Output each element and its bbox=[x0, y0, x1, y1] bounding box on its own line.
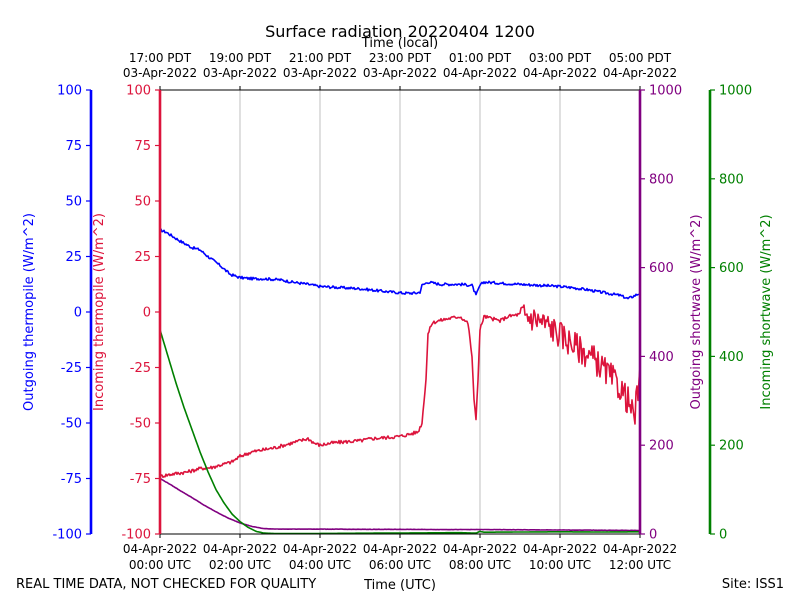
top-tick-time: 05:00 PDT bbox=[609, 51, 672, 65]
top-tick-date: 04-Apr-2022 bbox=[523, 66, 597, 80]
out-sw-tick-label: 1000 bbox=[649, 84, 682, 99]
out-thermo-tick-label: 0 bbox=[74, 306, 82, 321]
out-thermo-tick-label: 75 bbox=[65, 139, 82, 154]
out-thermo-tick-label: -25 bbox=[61, 361, 82, 376]
top-tick-time: 21:00 PDT bbox=[289, 51, 352, 65]
out-thermo-tick-label: 50 bbox=[65, 195, 82, 210]
chart-title: Surface radiation 20220404 1200 bbox=[265, 22, 535, 41]
bottom-tick-time: 10:00 UTC bbox=[529, 558, 591, 572]
incoming-shortwave-line bbox=[159, 329, 640, 535]
quality-disclaimer: REAL TIME DATA, NOT CHECKED FOR QUALITY bbox=[16, 577, 316, 592]
in-thermo-tick-label: -50 bbox=[130, 417, 151, 432]
in-sw-label: Incoming shortwave (W/m^2) bbox=[759, 214, 774, 409]
top-tick-date: 04-Apr-2022 bbox=[603, 66, 677, 80]
in-thermo-label: Incoming thermopile (W/m^2) bbox=[92, 213, 107, 411]
bottom-tick-date: 04-Apr-2022 bbox=[603, 542, 677, 556]
in-sw-tick-label: 600 bbox=[719, 261, 744, 276]
value-axes: -100 -75 -50 -25 0 25 50 75 100 Outgoing thermopi… bbox=[22, 84, 774, 543]
top-tick-time: 23:00 PDT bbox=[369, 51, 432, 65]
out-sw-tick-label: 400 bbox=[649, 350, 674, 365]
in-sw-tick-label: 400 bbox=[719, 350, 744, 365]
bottom-tick-date: 04-Apr-2022 bbox=[523, 542, 597, 556]
in-thermo-tick-label: -75 bbox=[130, 472, 151, 487]
in-sw-tick-label: 800 bbox=[719, 172, 744, 187]
top-tick-date: 03-Apr-2022 bbox=[123, 66, 197, 80]
top-tick-date: 03-Apr-2022 bbox=[363, 66, 437, 80]
bottom-tick-date: 04-Apr-2022 bbox=[203, 542, 277, 556]
vertical-gridlines bbox=[239, 90, 561, 534]
top-tick-date: 03-Apr-2022 bbox=[203, 66, 277, 80]
bottom-tick-time: 02:00 UTC bbox=[209, 558, 271, 572]
bottom-tick-time: 04:00 UTC bbox=[289, 558, 351, 572]
out-thermo-tick-label: 25 bbox=[65, 250, 82, 265]
out-sw-tick-label: 0 bbox=[649, 528, 657, 543]
in-sw-tick-label: 1000 bbox=[719, 84, 752, 99]
top-tick-time: 17:00 PDT bbox=[129, 51, 192, 65]
out-sw-label: Outgoing shortwave (W/m^2) bbox=[689, 214, 704, 409]
time-axes: 04-Apr-2022 00:00 UTC 04-Apr-2022 02:00 UTC… bbox=[123, 51, 677, 572]
out-sw-tick-label: 200 bbox=[649, 439, 674, 454]
bottom-tick-date: 04-Apr-2022 bbox=[363, 542, 437, 556]
top-tick-date: 04-Apr-2022 bbox=[443, 66, 517, 80]
in-thermo-tick-label: 0 bbox=[143, 306, 151, 321]
bottom-axis-label: Time (UTC) bbox=[363, 578, 436, 593]
bottom-tick-time: 12:00 UTC bbox=[609, 558, 671, 572]
in-thermo-tick-label: 50 bbox=[134, 195, 151, 210]
in-thermo-tick-label: 75 bbox=[134, 139, 151, 154]
out-thermo-tick-label: -50 bbox=[61, 417, 82, 432]
top-tick-date: 03-Apr-2022 bbox=[283, 66, 357, 80]
outgoing-shortwave-line bbox=[159, 477, 641, 532]
in-thermo-tick-label: -100 bbox=[121, 528, 151, 543]
in-thermo-tick-label: -25 bbox=[130, 361, 151, 376]
bottom-tick-time: 00:00 UTC bbox=[129, 558, 191, 572]
bottom-tick-date: 04-Apr-2022 bbox=[123, 542, 197, 556]
in-thermo-tick-label: 25 bbox=[134, 250, 151, 265]
out-thermo-label: Outgoing thermopile (W/m^2) bbox=[22, 213, 37, 411]
out-thermo-tick-label: 100 bbox=[57, 84, 82, 99]
bottom-tick-date: 04-Apr-2022 bbox=[283, 542, 357, 556]
site-label: Site: ISS1 bbox=[722, 577, 784, 592]
top-tick-time: 19:00 PDT bbox=[209, 51, 272, 65]
out-thermo-tick-label: -100 bbox=[52, 528, 82, 543]
top-axis-label: Time (local) bbox=[361, 36, 438, 51]
bottom-tick-time: 06:00 UTC bbox=[369, 558, 431, 572]
bottom-tick-date: 04-Apr-2022 bbox=[443, 542, 517, 556]
top-tick-time: 01:00 PDT bbox=[449, 51, 512, 65]
in-thermo-tick-label: 100 bbox=[126, 84, 151, 99]
in-sw-tick-label: 0 bbox=[719, 528, 727, 543]
outgoing-thermopile-line bbox=[159, 228, 641, 300]
series-lines bbox=[159, 228, 641, 535]
bottom-tick-time: 08:00 UTC bbox=[449, 558, 511, 572]
out-sw-tick-label: 600 bbox=[649, 261, 674, 276]
top-tick-time: 03:00 PDT bbox=[529, 51, 592, 65]
in-sw-tick-label: 200 bbox=[719, 439, 744, 454]
incoming-thermopile-line bbox=[159, 304, 641, 479]
out-sw-tick-label: 800 bbox=[649, 172, 674, 187]
out-thermo-tick-label: -75 bbox=[61, 472, 82, 487]
